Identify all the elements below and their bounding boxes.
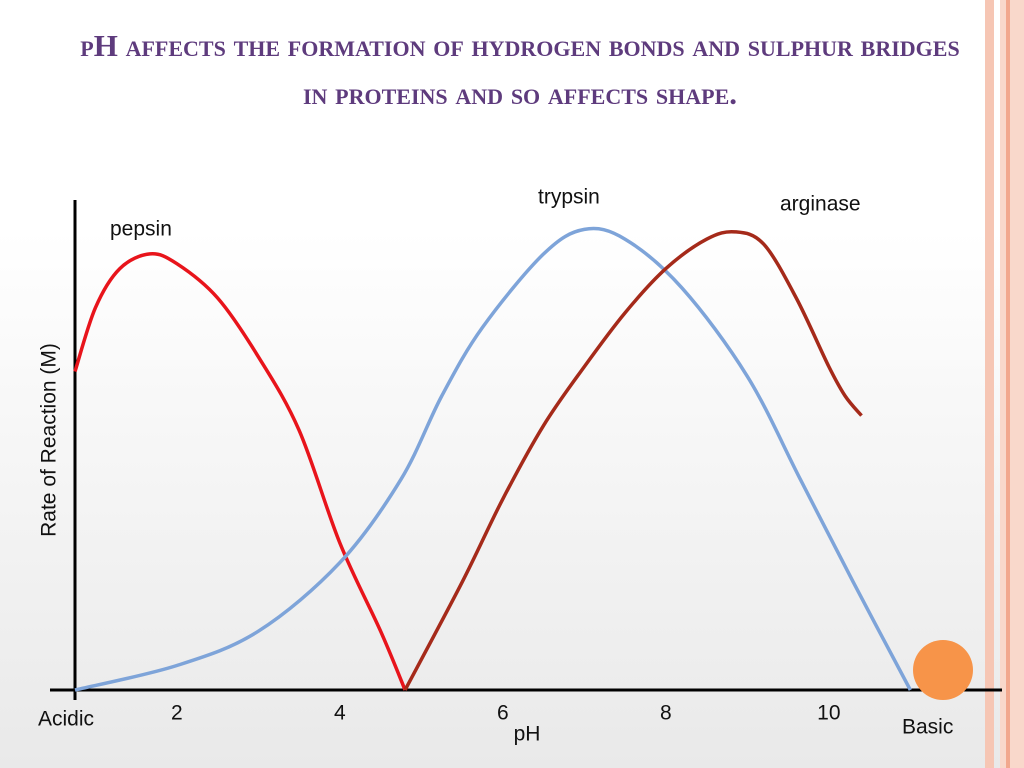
decor-circle bbox=[913, 640, 973, 700]
x-tick-label: 2 bbox=[171, 702, 183, 725]
x-tick-label: 8 bbox=[660, 702, 672, 725]
border-stripe bbox=[1006, 0, 1010, 768]
x-tick-label: 6 bbox=[497, 702, 509, 725]
slide-title: pH affects the formation of hydrogen bon… bbox=[80, 28, 960, 111]
y-axis-label: Rate of Reaction (M) bbox=[38, 343, 61, 537]
border-stripe bbox=[1000, 0, 1024, 768]
series-line bbox=[74, 226, 912, 692]
series-line bbox=[403, 229, 863, 691]
x-tick-label: 4 bbox=[334, 702, 346, 725]
series-label: trypsin bbox=[538, 186, 600, 209]
series-label: pepsin bbox=[110, 218, 172, 241]
x-tick-label: 10 bbox=[817, 702, 840, 725]
annotation: Acidic bbox=[38, 708, 94, 731]
annotation: Basic bbox=[902, 716, 953, 739]
series-label: arginase bbox=[780, 193, 861, 216]
x-axis-label: pH bbox=[514, 723, 541, 746]
series-line bbox=[73, 252, 407, 691]
border-stripe bbox=[985, 0, 994, 768]
